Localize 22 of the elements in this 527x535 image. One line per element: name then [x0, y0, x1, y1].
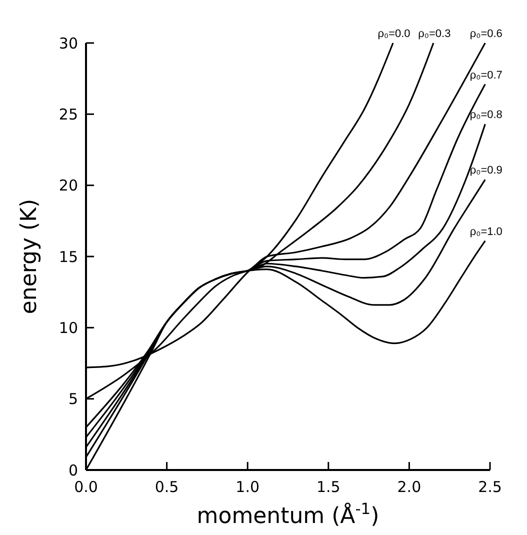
series-label: ρ₀=0.0: [378, 28, 410, 40]
y-axis-title: energy (K): [17, 198, 42, 314]
x-tick-label: 0.0: [74, 478, 98, 496]
x-tick-label: 2.5: [478, 478, 502, 496]
series-label: ρ₀=1.0: [470, 226, 502, 238]
series-label: ρ₀=0.7: [470, 69, 502, 82]
y-tick-label: 20: [58, 176, 78, 195]
series-label: ρ₀=0.8: [470, 109, 502, 122]
series-label: ρ₀=0.3: [418, 28, 451, 40]
y-tick-label: 30: [58, 34, 78, 52]
y-tick-label: 0: [68, 461, 78, 480]
x-tick-label: 2.0: [397, 478, 422, 496]
x-tick-label: 0.5: [154, 478, 179, 496]
y-tick-label: 10: [58, 318, 78, 337]
y-tick-label: 25: [58, 105, 78, 124]
y-tick-label: 15: [58, 248, 78, 266]
x-tick-label: 1.5: [316, 478, 340, 496]
x-tick-label: 1.0: [236, 478, 260, 496]
y-tick-label: 5: [68, 390, 78, 408]
x-axis-title: momentum (Å$^{-1}$): [196, 500, 380, 529]
series-label: ρ₀=0.6: [470, 28, 502, 40]
series-label: ρ₀=0.9: [470, 164, 502, 177]
